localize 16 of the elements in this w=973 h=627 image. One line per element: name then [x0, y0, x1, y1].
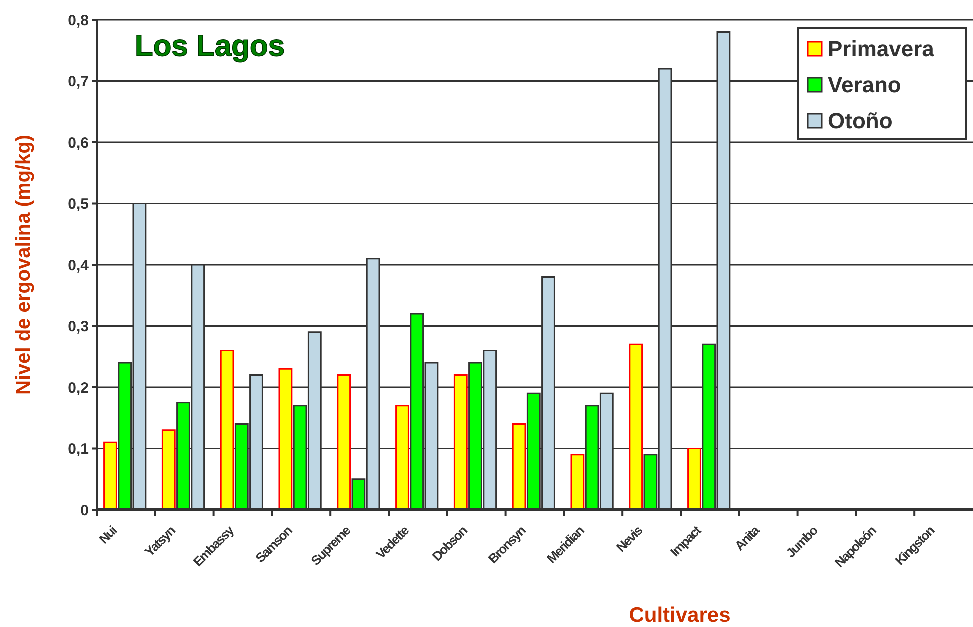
- x-tick-label: Nui: [96, 523, 120, 547]
- y-tick-label: 0,1: [68, 441, 89, 458]
- y-tick-label: 0,6: [68, 134, 89, 152]
- y-axis-title: Nivel de ergovalina (mg/kg): [13, 134, 35, 396]
- y-tick-label: 0,8: [68, 12, 89, 30]
- y-tick-label: 0,4: [68, 257, 90, 274]
- y-tick-label: 0,7: [68, 74, 89, 90]
- y-tick-label: 0,3: [68, 318, 89, 336]
- y-tick-label: 0,2: [68, 380, 89, 397]
- y-tick-label: 0: [80, 502, 89, 520]
- x-axis-title: Cultivares: [629, 604, 731, 627]
- legend-label: Verano: [828, 72, 902, 98]
- legend-label: Otoño: [828, 108, 893, 134]
- chart-title: Los Lagos: [135, 30, 286, 63]
- legend-label: Primavera: [828, 36, 936, 62]
- y-tick-label: 0,5: [68, 196, 89, 213]
